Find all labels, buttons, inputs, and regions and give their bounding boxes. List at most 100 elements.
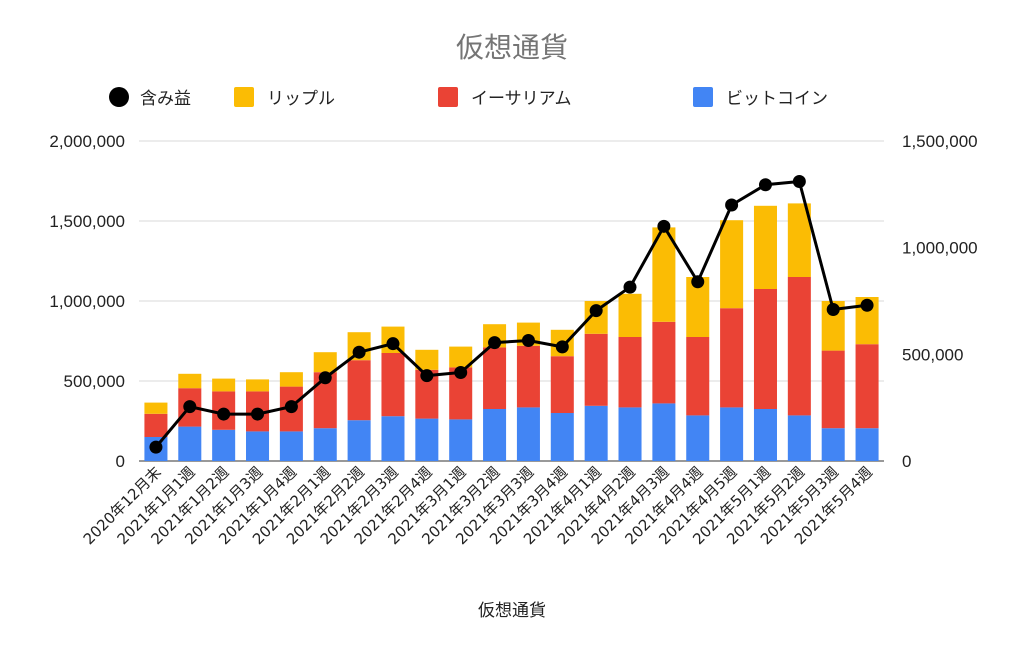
bar-ethereum [686,337,710,416]
legend-marker-bitcoin [693,87,713,107]
line-point [251,407,265,421]
bar-ethereum [144,413,168,437]
bar-ripple [753,205,777,289]
bar-ethereum [753,289,777,409]
y-tick-label: 500,000 [64,372,125,391]
line-point [386,337,400,351]
bar-ripple [279,372,303,387]
bar-ripple [686,277,710,337]
bar-ripple [787,203,811,277]
bar-ethereum [483,347,507,409]
bar-bitcoin [855,428,879,461]
bar-ethereum [787,277,811,416]
legend-label-ripple: リップル [267,89,335,109]
line-point [657,219,671,233]
legend: 含み益 リップル イーサリアム ビットコイン [109,87,828,109]
y-tick-label: 0 [116,452,125,471]
line-point [420,369,434,383]
bar-bitcoin [821,428,845,461]
bar-bitcoin [381,416,405,461]
bar-ripple [313,352,337,373]
legend-label-bitcoin: ビットコイン [726,89,828,109]
bar-bitcoin [483,409,507,461]
bar-bitcoin [415,418,439,461]
y-axis-right: 0 500,000 1,000,000 1,500,000 [902,132,978,471]
legend-label-ethereum: イーサリアム [471,89,571,109]
legend-marker-ripple [234,87,254,107]
y-tick-label: 1,500,000 [49,212,125,231]
legend-marker-ethereum [438,87,458,107]
line-path [154,179,868,449]
bar-bitcoin [212,429,236,461]
line-point [691,275,705,289]
bar-ethereum [855,344,879,429]
bar-ethereum [516,345,540,408]
bar-ripple [449,346,473,368]
line-point [758,178,772,192]
line-point [521,333,535,347]
bar-ethereum [720,308,744,408]
line-point [792,175,806,189]
line-point [623,280,637,294]
bar-bitcoin [178,426,202,461]
bar-bitcoin [652,403,676,461]
bar-ripple [246,379,270,392]
bar-ethereum [347,360,371,421]
bar-ripple [855,297,879,345]
bar-bitcoin [550,413,574,461]
bar-bitcoin [720,407,744,461]
x-axis: 2020年12月末2021年1月1週2021年1月2週2021年1月3週2021… [80,463,876,548]
bar-bitcoin [279,431,303,461]
bar-ethereum [550,356,574,413]
line-point [284,400,298,414]
y-tick-label: 1,000,000 [49,292,125,311]
bar-ethereum [618,337,642,408]
y2-tick-label: 500,000 [902,345,963,364]
bars [144,203,879,461]
bar-ethereum [821,350,845,429]
chart-title: 仮想通貨 [456,31,568,64]
line-point [149,440,163,454]
bar-bitcoin [313,428,337,461]
x-axis-title: 仮想通貨 [478,601,546,621]
bar-ripple [415,349,439,370]
bar-ethereum [652,321,676,404]
line-point [352,345,366,359]
bar-ripple [144,402,168,414]
y2-tick-label: 1,000,000 [902,239,978,258]
line-series [149,175,874,454]
line-point [589,304,603,318]
bar-bitcoin [246,431,270,461]
bar-bitcoin [686,415,710,461]
line-point [318,371,332,385]
bar-bitcoin [618,407,642,461]
line-point [454,365,468,379]
bar-ripple [821,301,845,351]
bar-ethereum [381,353,405,417]
line-point [826,303,840,317]
bar-ripple [212,378,236,392]
bar-bitcoin [449,419,473,461]
bar-ethereum [313,372,337,429]
bar-bitcoin [584,405,608,461]
line-point [860,298,874,312]
bar-ripple [720,220,744,309]
bar-ethereum [415,369,439,419]
line-point [725,198,739,212]
bar-bitcoin [347,420,371,461]
bar-ripple [652,227,676,322]
bar-ripple [178,373,202,389]
bar-ethereum [449,367,473,420]
legend-marker-line [109,87,129,107]
bar-bitcoin [516,407,540,461]
line-point [217,407,231,421]
line-point [488,336,502,350]
bar-ripple [618,293,642,337]
bar-ethereum [584,333,608,406]
y2-tick-label: 1,500,000 [902,132,978,151]
bar-bitcoin [787,415,811,461]
bar-bitcoin [753,409,777,461]
y-axis-left: 0 500,000 1,000,000 1,500,000 2,000,000 [49,132,125,471]
line-point [183,400,197,414]
